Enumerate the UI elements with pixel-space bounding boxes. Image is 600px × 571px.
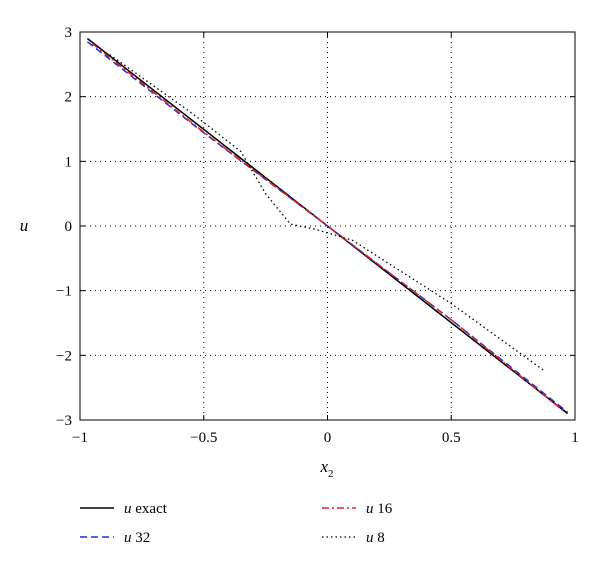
legend-item-u-8: u 8 bbox=[322, 530, 385, 546]
legend-label-u-16: u 16 bbox=[366, 501, 393, 517]
y-tick-label: −2 bbox=[56, 348, 72, 364]
legend-label-u-exact: u exact bbox=[124, 501, 168, 517]
x-tick-label: −0.5 bbox=[190, 430, 217, 446]
legend-label-u-8: u 8 bbox=[366, 530, 385, 546]
y-axis-label: u bbox=[20, 216, 29, 235]
x-axis-label: x2 bbox=[319, 457, 333, 480]
axis-ticks bbox=[79, 31, 576, 421]
tick-labels: −1 −0.5 0 0.5 1 −3 −2 −1 0 1 2 3 bbox=[56, 25, 579, 446]
x-tick-label: 0 bbox=[324, 430, 332, 446]
series-line-u-32 bbox=[86, 41, 569, 413]
legend: u exact u 32 u 16 u 8 bbox=[80, 501, 393, 546]
legend-item-u-16: u 16 bbox=[322, 501, 393, 517]
legend-label-u-32: u 32 bbox=[124, 530, 150, 546]
series-lines bbox=[86, 37, 569, 415]
y-tick-label: 2 bbox=[65, 90, 73, 106]
x-tick-label: 0.5 bbox=[442, 430, 461, 446]
y-tick-label: 1 bbox=[65, 154, 73, 170]
y-tick-label: −3 bbox=[56, 413, 72, 429]
legend-item-u-exact: u exact bbox=[80, 501, 168, 517]
y-tick-label: −1 bbox=[56, 284, 72, 300]
y-tick-label: 0 bbox=[65, 219, 73, 235]
y-tick-label: 3 bbox=[65, 25, 73, 41]
x-tick-label: −1 bbox=[72, 430, 88, 446]
legend-item-u-32: u 32 bbox=[80, 530, 150, 546]
series-line-u-16 bbox=[91, 43, 564, 411]
x-tick-label: 1 bbox=[571, 430, 579, 446]
